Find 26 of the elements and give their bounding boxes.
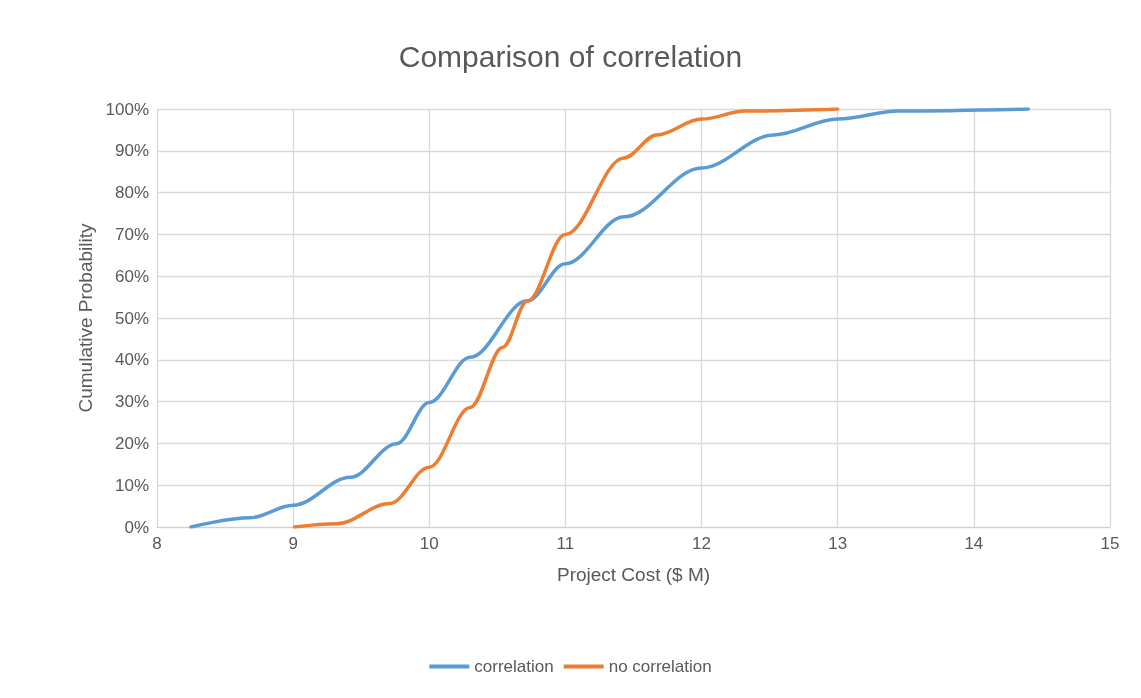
legend-label: correlation (474, 657, 554, 676)
y-tick-label: 70% (114, 224, 149, 244)
chart-title: Comparison of correlation (398, 39, 743, 73)
x-tick-label: 15 (1100, 534, 1120, 553)
y-tick-label: 50% (114, 308, 149, 328)
x-tick-label: 9 (288, 534, 298, 553)
x-axis-title: Project Cost ($ M) (556, 564, 711, 585)
line-series (292, 107, 840, 529)
y-tick-label: 60% (114, 266, 149, 286)
x-tick-label: 13 (828, 534, 848, 553)
x-tick-label: 12 (692, 534, 712, 553)
y-tick-label: 40% (114, 350, 149, 370)
x-tick-label: 11 (556, 534, 575, 553)
y-axis-title: Cumulative Probability (74, 222, 96, 413)
y-tick-label: 90% (114, 141, 149, 161)
y-tick-label: 0% (124, 517, 149, 537)
x-tick-label: 14 (964, 534, 984, 553)
y-tick-label: 10% (114, 475, 149, 495)
legend-label: no correlation (608, 657, 712, 676)
y-tick-label: 100% (105, 99, 149, 119)
y-tick-label: 30% (114, 392, 149, 412)
y-tick-label: 20% (114, 433, 149, 453)
x-tick-label: 10 (419, 534, 439, 553)
x-tick-label: 8 (152, 534, 162, 553)
line-series (189, 107, 1031, 529)
y-tick-label: 80% (114, 183, 149, 203)
